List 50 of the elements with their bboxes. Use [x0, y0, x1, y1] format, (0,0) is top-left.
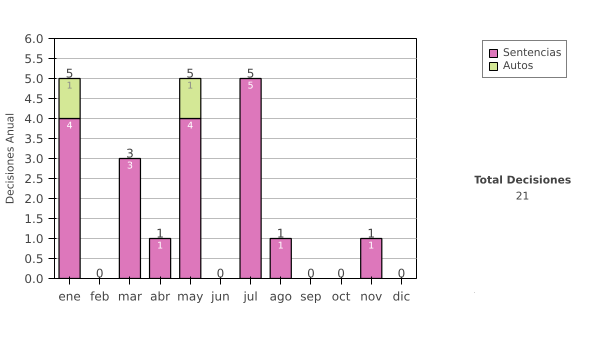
data-label: 4	[187, 120, 194, 132]
data-label: 1	[278, 240, 284, 252]
y-tick-label: 5.5	[24, 52, 44, 66]
data-label: 1	[368, 240, 374, 252]
data-label: 3	[126, 160, 133, 172]
data-label: 1	[66, 80, 73, 92]
y-axis-title: Decisiones Anual	[3, 112, 16, 204]
data-label: 5	[248, 80, 254, 92]
x-tick-label: sep	[300, 290, 322, 304]
x-tick-label: ago	[270, 290, 292, 304]
y-tick-label: 2.0	[24, 192, 44, 206]
x-tick-label: jul	[242, 290, 258, 304]
y-tick-label: 3.5	[24, 132, 44, 146]
y-tick-label: 1.0	[24, 232, 44, 246]
y-tick-label: 4.0	[24, 112, 44, 126]
data-label: 1	[187, 80, 194, 92]
x-tick-label: nov	[360, 290, 382, 304]
x-tick-label: ene	[58, 290, 81, 304]
total-label: 3	[126, 146, 134, 160]
total-label: 1	[276, 226, 285, 240]
x-tick-label: feb	[90, 290, 110, 304]
y-tick-label: 1.5	[24, 212, 44, 226]
total-label: 0	[216, 266, 224, 280]
data-label: 1	[157, 240, 164, 252]
y-tick-label: 0.5	[24, 252, 44, 266]
data-label: 4	[66, 120, 73, 132]
y-tick-label: 3.0	[24, 152, 44, 166]
y-tick-label: 5.0	[24, 72, 44, 86]
total-label: 5	[186, 66, 194, 80]
total-label: 0	[96, 266, 104, 280]
total-label: 0	[307, 266, 315, 280]
x-tick-label: may	[177, 290, 204, 304]
x-tick-label: abr	[150, 290, 170, 304]
total-label: 0	[398, 266, 406, 280]
legend-label: Autos	[503, 59, 534, 72]
text: 21	[516, 190, 530, 203]
total-label: 1	[156, 226, 164, 240]
x-tick-label: oct	[332, 290, 351, 304]
total-label: 5	[246, 66, 254, 80]
total-label: 5	[66, 66, 74, 80]
total-label: 0	[337, 266, 345, 280]
y-tick-label: 2.5	[24, 172, 44, 186]
x-tick-label: jun	[210, 290, 230, 304]
total-label: 1	[367, 226, 376, 240]
x-tick-label: mar	[118, 290, 142, 304]
y-tick-label: 6.0	[24, 32, 44, 46]
y-tick-label: 0.0	[24, 272, 44, 286]
y-tick-label: 4.5	[24, 92, 44, 106]
legend-label: Sentencias	[503, 46, 562, 59]
x-tick-label: dic	[392, 290, 410, 304]
